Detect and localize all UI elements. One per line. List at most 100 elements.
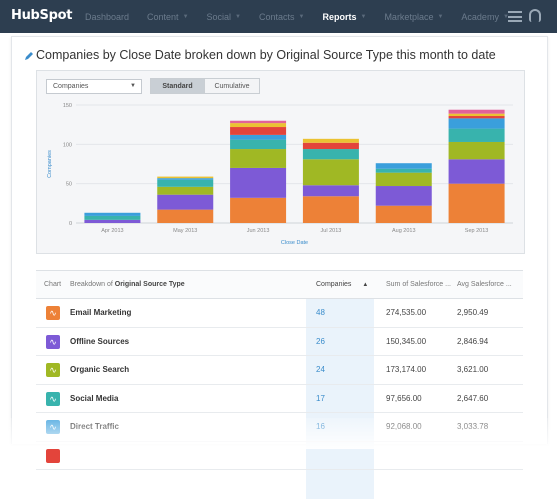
breakdown-header-bold: Original Source Type — [114, 281, 185, 288]
companies-count[interactable]: 17 — [316, 393, 325, 403]
source-type-name[interactable]: Organic Search — [70, 365, 130, 374]
source-type-name[interactable]: Offline Sources — [70, 336, 130, 346]
bar-segment — [157, 209, 214, 223]
avg-salesforce-column-header[interactable]: Avg Salesforce ... — [457, 281, 512, 288]
metric-select-value: Companies — [53, 83, 89, 90]
nav-item-dashboard[interactable]: Dashboard — [85, 12, 129, 22]
nav-item-academy[interactable]: Academy ▼ — [461, 12, 508, 22]
breakdown-column-header[interactable]: Breakdown of Original Source Type — [70, 281, 185, 288]
nav-item-reports[interactable]: Reports ▼ — [322, 12, 366, 22]
trend-line-icon[interactable] — [46, 448, 60, 463]
chevron-down-icon: ▼ — [437, 13, 444, 20]
pencil-icon[interactable] — [24, 51, 34, 61]
x-tick-label: Apr 2013 — [101, 228, 123, 234]
chevron-down-icon: ▼ — [502, 13, 509, 20]
y-tick-label: 150 — [63, 103, 72, 109]
bar-segment — [157, 178, 214, 180]
headset-icon[interactable] — [529, 9, 541, 22]
table-row[interactable]: ∿ Email Marketing 48 274,535.00 2,950.49 — [36, 299, 523, 328]
breakdown-header-prefix: Breakdown of — [70, 281, 113, 288]
nav-item-label: Contacts — [258, 11, 295, 22]
avg-salesforce-value: 2,846.94 — [457, 336, 489, 346]
x-axis-label: Close Date — [281, 240, 308, 246]
nav-item-label: Academy — [461, 11, 499, 22]
nav-item-label: Reports — [322, 11, 357, 22]
companies-count[interactable]: 26 — [316, 336, 325, 346]
bar-segment — [230, 167, 287, 198]
nav-item-label: Social — [206, 11, 232, 22]
bar-segment — [84, 219, 141, 223]
trend-line-icon[interactable]: ∿ — [46, 334, 60, 349]
bar-segment — [230, 149, 287, 168]
bar-segment — [230, 134, 287, 140]
bar-segment — [230, 139, 287, 150]
bar-segment — [375, 205, 432, 223]
bar-segment — [448, 159, 505, 184]
companies-count[interactable]: 24 — [316, 365, 325, 374]
bar-segment — [230, 197, 287, 223]
table-row[interactable]: ∿ Organic Search 24 173,174.00 3,621.00 — [36, 356, 523, 385]
bar-segment — [157, 194, 214, 210]
bar-segment — [375, 168, 432, 173]
bar-segment — [375, 163, 432, 169]
nav-item-content[interactable]: Content ▼ — [147, 12, 188, 22]
nav-item-label: Marketplace — [384, 11, 434, 22]
sort-ascending-icon: ▲ — [362, 282, 369, 288]
source-type-name[interactable]: Social Media — [70, 393, 119, 403]
avg-salesforce-value: 2,950.49 — [457, 308, 489, 317]
bar-segment — [375, 172, 432, 187]
nav-item-social[interactable]: Social ▼ — [207, 12, 241, 22]
bar-segment — [157, 179, 214, 187]
cumulative-toggle-button[interactable]: Cumulative — [205, 78, 260, 94]
bar-segment — [448, 118, 505, 129]
avg-salesforce-value: 3,621.00 — [457, 365, 489, 374]
scroll-fade-overlay — [0, 418, 557, 449]
hubspot-logo[interactable]: HubSpot — [11, 8, 73, 23]
bar-segment — [157, 176, 214, 179]
trend-line-icon[interactable]: ∿ — [46, 363, 60, 377]
nav-item-marketplace[interactable]: Marketplace ▼ — [384, 12, 443, 22]
hamburger-menu-icon[interactable] — [508, 11, 522, 22]
bar-segment — [302, 149, 359, 160]
bar-segment — [302, 138, 359, 143]
bar-segment — [375, 186, 432, 206]
bar-segment — [448, 183, 505, 223]
source-type-name[interactable]: Email Marketing — [70, 308, 132, 317]
table-row[interactable]: ∿ Offline Sources 26 150,345.00 2,846.94 — [36, 328, 523, 356]
sum-salesforce-value: 97,656.00 — [386, 393, 422, 403]
companies-column-header[interactable]: Companies ▲ — [316, 281, 368, 288]
x-tick-label: Aug 2013 — [392, 228, 416, 234]
trend-line-icon[interactable]: ∿ — [46, 391, 60, 406]
chevron-down-icon: ▼ — [360, 13, 367, 20]
y-tick-label: 0 — [69, 221, 72, 227]
sum-salesforce-column-header[interactable]: Sum of Salesforce ... — [386, 281, 451, 288]
trend-line-icon[interactable]: ∿ — [46, 306, 60, 320]
bar-segment — [448, 113, 505, 117]
nav-item-contacts[interactable]: Contacts ▼ — [259, 12, 304, 22]
main-nav: Dashboard Content ▼ Social ▼ Contacts ▼ Reports… — [85, 0, 527, 33]
standard-toggle-button[interactable]: Standard — [150, 78, 205, 94]
chart-column-header: Chart — [44, 281, 62, 288]
y-tick-label: 50 — [66, 182, 72, 188]
bar-segment — [448, 141, 505, 160]
bar-segment — [302, 185, 359, 197]
bar-segment — [448, 116, 505, 119]
bar-segment — [302, 196, 359, 223]
table-row[interactable]: ∿ Social Media 17 97,656.00 2,647.60 — [36, 385, 523, 413]
chevron-down-icon: ▼ — [182, 13, 189, 20]
sum-salesforce-value: 274,535.00 — [386, 308, 427, 317]
companies-count[interactable]: 48 — [316, 308, 325, 317]
dropdown-arrow-icon: ▼ — [130, 83, 136, 89]
y-tick-label: 100 — [63, 142, 72, 148]
report-title: Companies by Close Date broken down by O… — [36, 48, 496, 62]
bar-segment — [157, 186, 214, 195]
bar-segment — [230, 123, 287, 128]
y-axis-label: Companies — [47, 150, 53, 178]
table-header: Chart Breakdown of Original Source Type … — [36, 270, 523, 299]
metric-select[interactable]: Companies ▼ — [46, 79, 142, 94]
x-tick-label: May 2013 — [173, 228, 197, 234]
bar-segment — [448, 128, 505, 142]
top-navigation-bar: HubSpot Dashboard Content ▼ Social ▼ Contacts… — [0, 0, 557, 33]
bar-segment — [302, 159, 359, 186]
chevron-down-icon: ▼ — [235, 13, 241, 20]
